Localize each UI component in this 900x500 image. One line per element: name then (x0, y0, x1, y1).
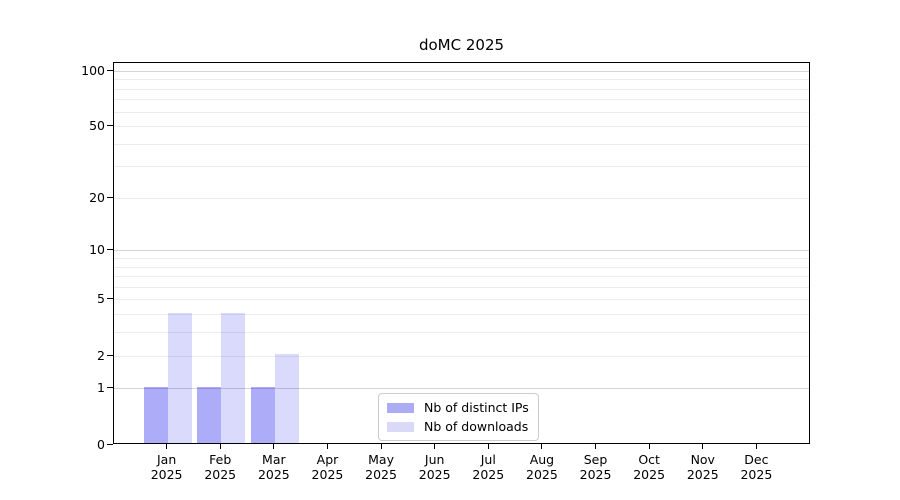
x-tick-year: 2025 (311, 467, 344, 482)
gridline-minor (114, 314, 809, 316)
plot-area (113, 62, 810, 444)
gridline-major (114, 388, 809, 390)
y-tick-label: 100 (81, 62, 105, 78)
gridline-minor (114, 276, 809, 278)
x-tick-month: Feb (209, 452, 232, 467)
x-tick-mark (487, 444, 489, 449)
x-tick-mark (648, 444, 650, 449)
legend: Nb of distinct IPs Nb of downloads (378, 393, 539, 441)
y-tick-label: 1 (97, 380, 105, 396)
gridline-minor (114, 99, 809, 101)
x-tick-year: 2025 (365, 467, 397, 482)
y-tick-mark (107, 354, 113, 356)
gridline-minor (114, 332, 809, 334)
gridline-minor (114, 355, 809, 357)
y-tick-mark (107, 69, 113, 71)
x-tick-mark (434, 444, 436, 449)
x-tick-month: Jun (424, 452, 445, 467)
x-tick-year: 2025 (579, 467, 612, 482)
x-tick-mark (541, 444, 543, 449)
gridline-minor (114, 299, 809, 301)
bar-distinct-ips-feb (197, 386, 222, 443)
gridline-minor (114, 286, 809, 288)
bar-downloads-feb (221, 312, 246, 443)
y-tick-mark (107, 125, 113, 127)
x-tick-mark (219, 444, 221, 449)
x-tick-month: Aug (529, 452, 555, 467)
x-tick-label: Jan 2025 (135, 452, 199, 482)
x-tick-year: 2025 (150, 467, 183, 482)
legend-label-distinct-ips: Nb of distinct IPs (424, 400, 529, 415)
x-tick-month: Jan (156, 452, 177, 467)
y-tick-label: 20 (89, 190, 105, 206)
x-tick-year: 2025 (633, 467, 666, 482)
x-tick-mark (595, 444, 597, 449)
x-tick-label: Nov 2025 (671, 452, 735, 482)
x-tick-month: Sep (583, 452, 608, 467)
x-tick-year: 2025 (257, 467, 290, 482)
gridline-minor (114, 79, 809, 81)
gridline-minor (114, 258, 809, 260)
x-tick-year: 2025 (740, 467, 773, 482)
x-tick-month: Oct (638, 452, 660, 467)
y-tick-label: 10 (89, 242, 105, 258)
x-tick-mark (755, 444, 757, 449)
x-tick-year: 2025 (418, 467, 451, 482)
x-tick-year: 2025 (204, 467, 237, 482)
x-tick-month: Jul (480, 452, 496, 467)
y-tick-label: 50 (89, 118, 105, 134)
x-tick-label: Dec 2025 (724, 452, 788, 482)
x-tick-mark (273, 444, 275, 449)
legend-label-downloads: Nb of downloads (424, 419, 529, 434)
bar-distinct-ips-jan (143, 386, 168, 443)
y-tick-mark (107, 387, 113, 389)
y-tick-label: 2 (97, 347, 105, 363)
gridline-minor (114, 266, 809, 268)
gridline-minor (114, 143, 809, 145)
x-tick-year: 2025 (526, 467, 558, 482)
x-tick-label: Apr 2025 (295, 452, 359, 482)
x-tick-month: Mar (262, 452, 286, 467)
gridline-minor (114, 198, 809, 200)
x-tick-mark (380, 444, 382, 449)
x-tick-mark (326, 444, 328, 449)
x-tick-month: May (368, 452, 394, 467)
chart-title: doMC 2025 (418, 36, 505, 54)
gridline-minor (114, 126, 809, 128)
y-tick-label: 5 (97, 291, 105, 307)
legend-entry-distinct-ips: Nb of distinct IPs (387, 400, 529, 415)
x-tick-month: Apr (316, 452, 339, 467)
x-tick-month: Nov (690, 452, 715, 467)
x-tick-year: 2025 (472, 467, 505, 482)
x-tick-label: Jun 2025 (403, 452, 467, 482)
gridline-minor (114, 111, 809, 113)
legend-swatch-distinct-ips (387, 402, 414, 413)
y-tick-mark (107, 249, 113, 251)
x-tick-label: May 2025 (349, 452, 413, 482)
x-tick-year: 2025 (686, 467, 719, 482)
legend-entry-downloads: Nb of downloads (387, 419, 529, 434)
x-tick-mark (166, 444, 168, 449)
bar-downloads-mar (274, 354, 299, 443)
x-tick-mark (702, 444, 704, 449)
gridline-minor (114, 166, 809, 168)
x-tick-label: Sep 2025 (564, 452, 628, 482)
gridline-major (114, 70, 809, 72)
gridline-minor (114, 88, 809, 90)
y-tick-mark (107, 298, 113, 300)
x-tick-month: Dec (744, 452, 769, 467)
legend-swatch-downloads (387, 421, 414, 432)
x-tick-label: Jul 2025 (456, 452, 520, 482)
bar-downloads-jan (167, 312, 192, 443)
y-tick-mark (107, 443, 113, 445)
x-tick-label: Aug 2025 (510, 452, 574, 482)
y-tick-label: 0 (97, 436, 105, 452)
x-tick-label: Oct 2025 (617, 452, 681, 482)
x-tick-label: Mar 2025 (242, 452, 306, 482)
y-tick-mark (107, 197, 113, 199)
bar-distinct-ips-mar (250, 386, 275, 443)
gridline-major (114, 250, 809, 252)
x-tick-label: Feb 2025 (188, 452, 252, 482)
